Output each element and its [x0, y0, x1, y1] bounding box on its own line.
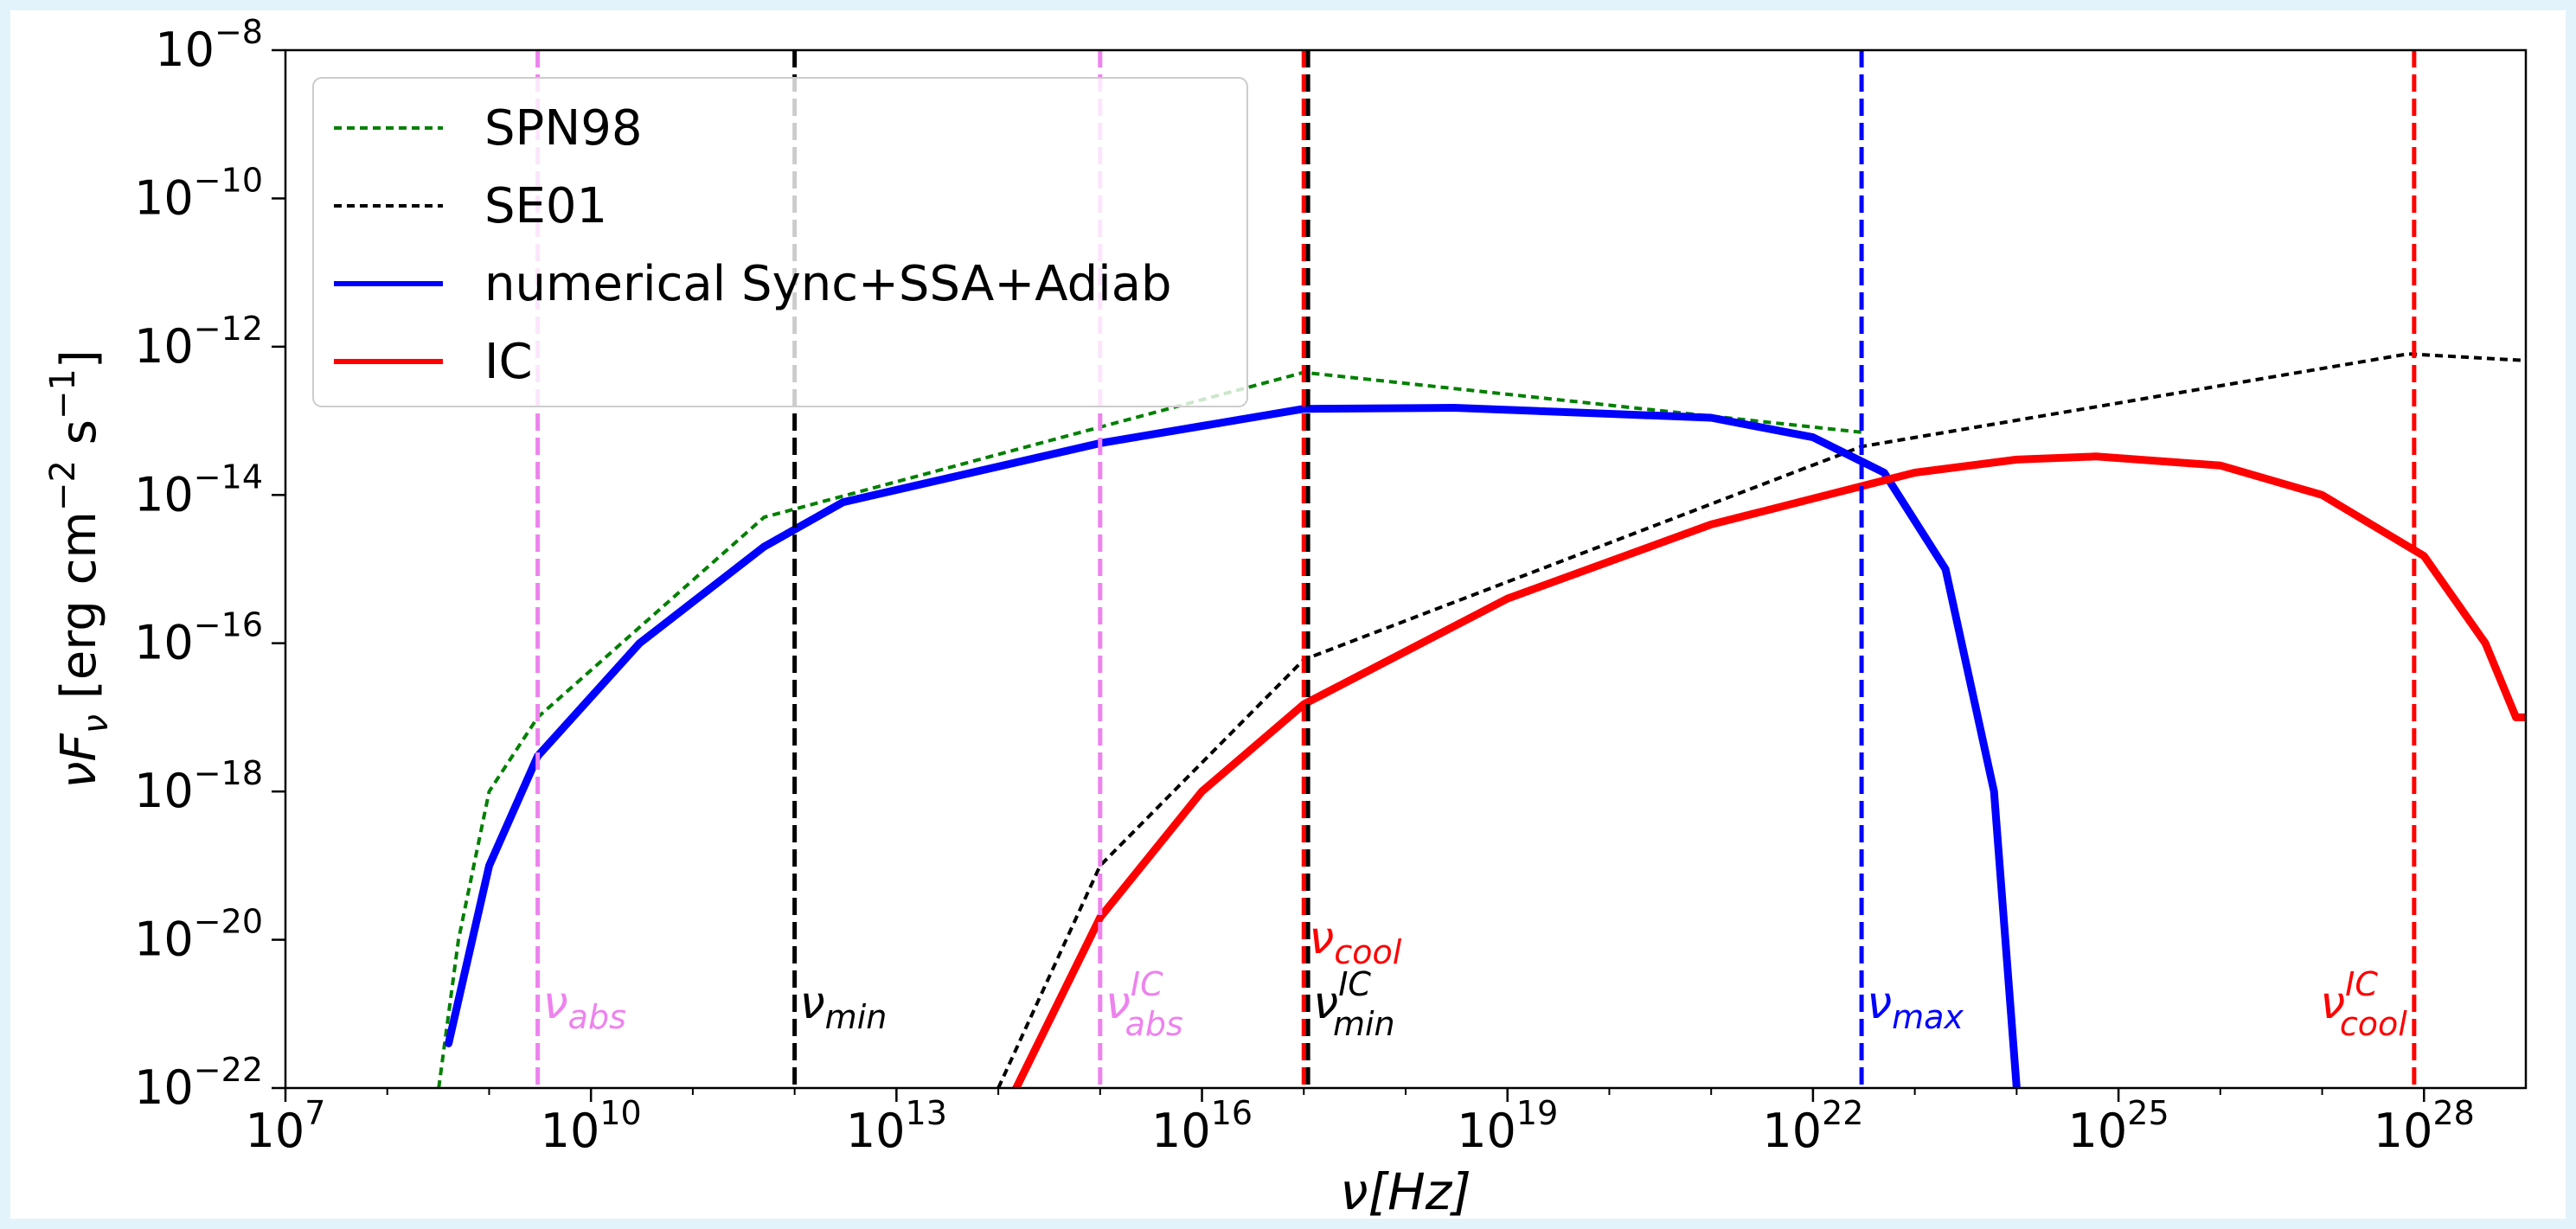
- x-tick-label-2: 1013: [846, 1094, 947, 1158]
- legend-label-1: SE01: [484, 178, 607, 234]
- x-tick-label-4: 1019: [1457, 1094, 1558, 1158]
- series-line-1: [996, 352, 2526, 1088]
- legend-label-2: numerical Sync+SSA+Adiab: [484, 256, 1172, 312]
- vline-label-2: νIC abs: [1105, 965, 1183, 1043]
- series-layer: [437, 352, 2526, 1088]
- x-tick-label-0: 107: [246, 1094, 326, 1158]
- y-tick-label-2: 10−12: [134, 310, 263, 374]
- x-tick-label-3: 1016: [1151, 1094, 1253, 1158]
- y-tick-label-3: 10−14: [134, 458, 263, 522]
- y-tick-label-7: 10−22: [134, 1051, 263, 1115]
- series-line-3: [1012, 452, 2526, 1088]
- y-tick-label-5: 10−18: [134, 754, 263, 818]
- vline-label-4: νIC min: [1313, 965, 1394, 1043]
- axes-layer: 107 1010 1013 1016 1019 1022 1025 1028 10−8 10−10…: [43, 13, 2528, 1219]
- vline-label-3: νcool: [1309, 912, 1401, 971]
- y-tick-label-1: 10−10: [134, 161, 263, 225]
- y-axis-label: νFν [erg cm−2 s−1]: [43, 349, 116, 788]
- legend-label-0: SPN98: [484, 100, 642, 157]
- x-axis-label: ν[Hz]: [1340, 1162, 1471, 1219]
- vline-label-6: νIC cool: [2320, 965, 2407, 1043]
- x-tick-label-6: 1025: [2068, 1094, 2169, 1158]
- y-tick-label-6: 10−20: [134, 903, 263, 967]
- x-tick-label-1: 1010: [541, 1094, 642, 1158]
- y-tick-label-0: 10−8: [155, 13, 263, 77]
- vline-label-5: νmax: [1867, 977, 1964, 1036]
- vline-label-1: νmin: [800, 977, 888, 1036]
- x-tick-label-7: 1028: [2374, 1094, 2475, 1158]
- legend-box: [312, 77, 1248, 407]
- legend-label-3: IC: [484, 334, 533, 390]
- y-tick-label-4: 10−16: [134, 606, 263, 670]
- legend: SPN98 SE01 numerical Sync+SSA+Adiab IC: [312, 77, 1248, 407]
- chart-figure: νabs νmin νIC abs νcool νIC min νmax νIC cool 107…: [10, 10, 2566, 1219]
- x-tick-label-5: 1022: [1762, 1094, 1863, 1158]
- vline-label-0: νabs: [543, 977, 626, 1036]
